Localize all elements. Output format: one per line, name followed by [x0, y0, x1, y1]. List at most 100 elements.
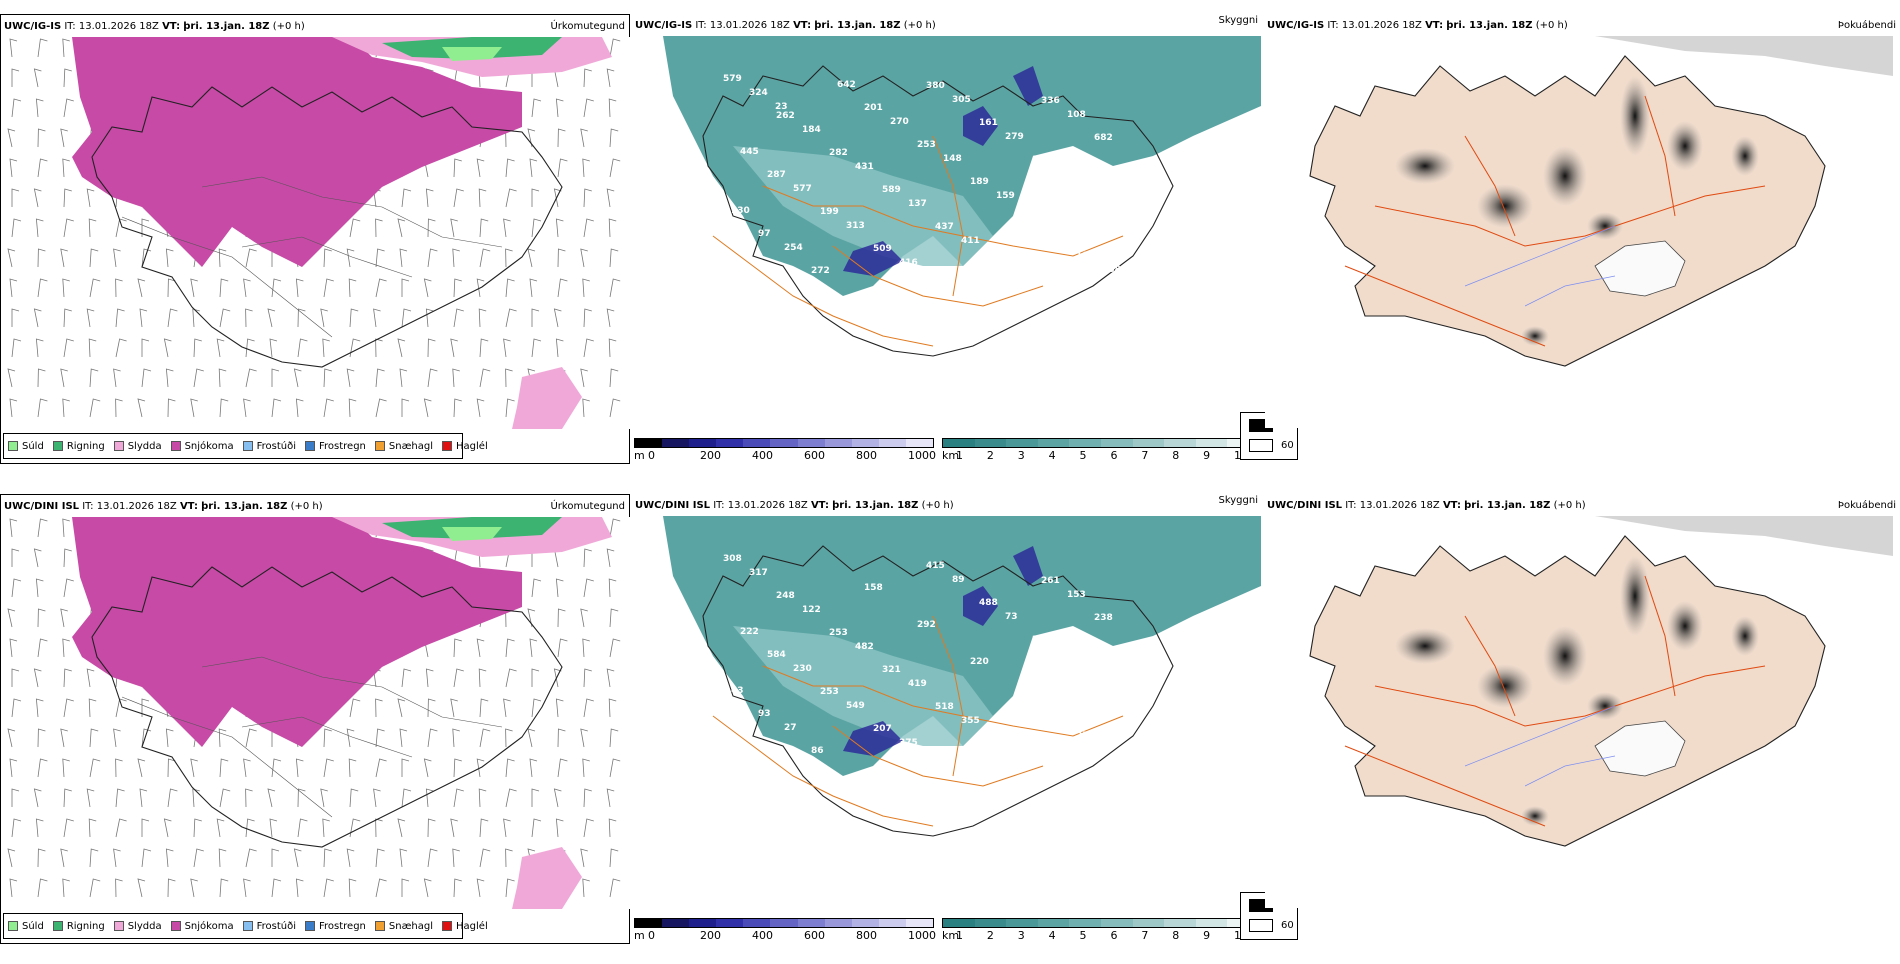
wind-barb [271, 758, 282, 778]
wind-barb [555, 338, 564, 358]
wind-barb [427, 698, 436, 718]
colorbar-step [1195, 439, 1228, 447]
sleet-area-south [512, 847, 582, 909]
visibility-map[interactable]: 308 248 253 321 518 475 261 238 584 253 207 415 488 3… [633, 516, 1261, 908]
sleet-area-south [512, 367, 582, 429]
wind-barb [606, 188, 615, 208]
wind-barb [423, 878, 432, 898]
wind-barb [606, 788, 615, 808]
wind-barb [245, 818, 255, 838]
wind-barb [271, 368, 280, 387]
cloud-base-value: 292 [917, 620, 936, 630]
wind-barb [583, 698, 594, 718]
wind-barb [137, 398, 146, 418]
it-label: IT: [1327, 20, 1339, 31]
cloud-base-value: 509 [873, 244, 892, 254]
wind-barb [37, 368, 46, 388]
wind-barb [37, 608, 46, 628]
cloud-base-value: 368 [1102, 265, 1121, 275]
wind-barb [89, 368, 99, 388]
wind-barb [453, 398, 462, 418]
wind-barb [582, 878, 590, 898]
colorbar-step [851, 919, 879, 927]
wind-barb [583, 578, 594, 598]
colorbar-step [943, 919, 975, 927]
wind-barb [609, 368, 619, 388]
fog-index-map[interactable] [1265, 36, 1893, 428]
vt-label: VT: [179, 501, 198, 512]
it-value: 13.01.2026 18Z [96, 501, 177, 512]
wind-barb [529, 278, 538, 298]
wind-barb [115, 338, 127, 358]
wind-barb [478, 188, 487, 208]
wind-barb [245, 308, 253, 328]
wind-barb [141, 368, 152, 388]
legend-item: Snjókoma [170, 921, 234, 932]
colorbar-tick: 0 [648, 449, 655, 462]
wind-barb [297, 308, 306, 328]
legend-swatch [442, 441, 453, 451]
wind-barb [505, 368, 513, 388]
wind-barb [271, 398, 282, 418]
wind-barb [323, 398, 334, 418]
fog-index-map[interactable] [1265, 516, 1893, 908]
wind-barb [427, 818, 436, 838]
wind-barb [505, 188, 517, 208]
legend-item: Snjókoma [170, 441, 234, 452]
wind-barb [37, 248, 46, 268]
wind-barb [323, 368, 332, 388]
wind-barb [582, 278, 590, 298]
iceland-coastline [702, 65, 1174, 357]
wind-barb [476, 638, 485, 658]
precip-map[interactable] [2, 517, 630, 909]
precip-map[interactable] [2, 37, 630, 429]
cloud-base-value: 336 [1041, 96, 1060, 106]
cloud-base-value: 682 [1094, 133, 1113, 143]
cloud-high-label: 60 [1281, 440, 1294, 451]
wind-barb [165, 728, 174, 748]
colorbar-unit: km [942, 449, 960, 462]
wind-barb [453, 278, 462, 298]
wind-barb [113, 248, 121, 268]
vt-label: VT: [1442, 500, 1461, 511]
wind-barb [245, 248, 257, 268]
wind-barb [583, 668, 592, 688]
wind-barb [192, 308, 200, 328]
cloud-base-value: 153 [1067, 590, 1086, 600]
cloud-high-swatch [1249, 919, 1273, 932]
wind-barb [423, 398, 432, 418]
colorbar-step [905, 439, 934, 447]
wind-barb [62, 878, 70, 898]
wind-barb [397, 338, 406, 358]
wind-barb [397, 698, 406, 718]
wind-barb [346, 728, 355, 748]
wind-barb [476, 158, 485, 178]
wind-barb [245, 728, 257, 748]
vt-value: þri. 13.jan. 18Z [183, 21, 270, 32]
wind-barb [62, 638, 70, 658]
cloud-base-value: 238 [1094, 613, 1113, 623]
wind-barb [401, 758, 410, 777]
cloud-base-value: 355 [961, 716, 980, 726]
cloud-base-value: 27 [784, 723, 797, 733]
cloud-base-value: 375 [899, 738, 918, 748]
wind-barb [479, 698, 489, 718]
wind-barb [322, 338, 330, 358]
wind-barb [9, 158, 18, 178]
visibility-map[interactable]: 579 262 282 589 437 441 336 682 287 199 509 380 161 1… [633, 36, 1261, 428]
wind-barb [582, 398, 590, 418]
colorbar-step [1164, 439, 1196, 447]
wind-barb [60, 368, 68, 388]
legend-swatch [170, 441, 181, 451]
legend-label: Snæhagl [388, 440, 434, 452]
colorbar-step [824, 919, 852, 927]
colorbar-step [1132, 919, 1165, 927]
wind-barb [479, 728, 491, 748]
wind-barb [137, 878, 146, 898]
wind-barb [531, 578, 542, 598]
wind-barb [531, 818, 542, 838]
wind-barb [608, 338, 617, 358]
colorbar-step [770, 919, 798, 927]
cloud-base-value: 518 [935, 702, 954, 712]
wind-barb [427, 728, 438, 748]
